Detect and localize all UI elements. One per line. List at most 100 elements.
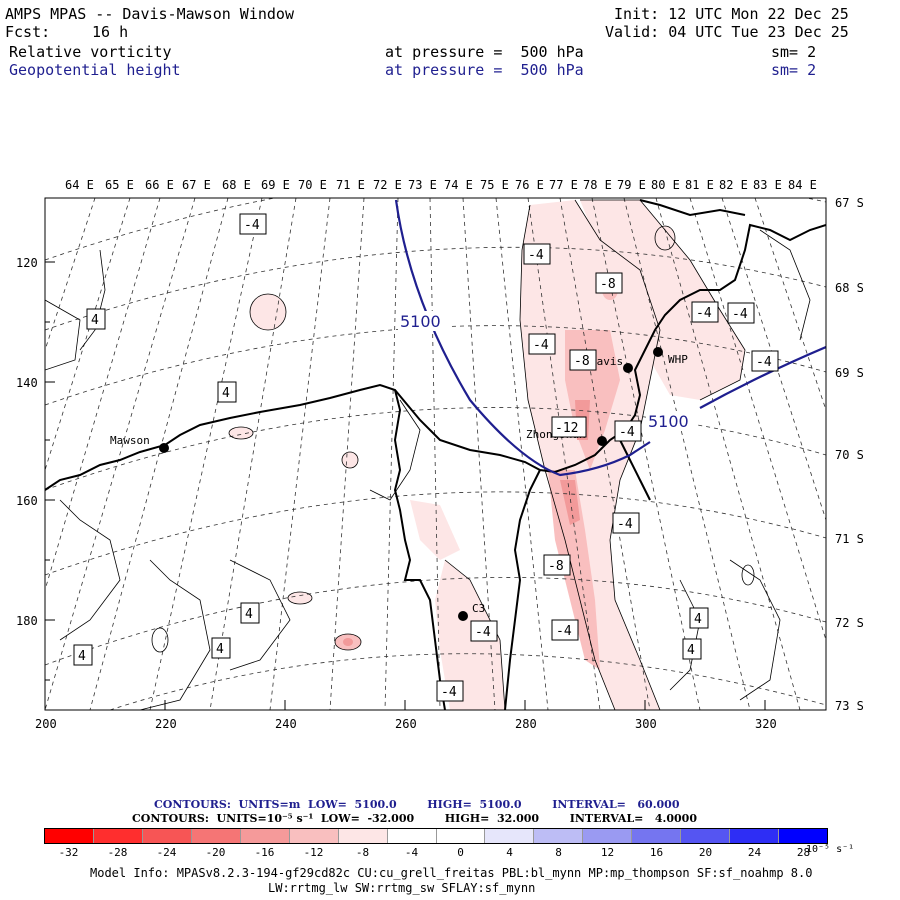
right-lat-labels: 67 S 68 S 69 S 70 S 71 S 72 S 73 S: [835, 196, 864, 713]
vort-label: 4: [86, 308, 106, 330]
station-mawson-label: Mawson: [110, 434, 150, 447]
colorbar-label: 4: [506, 846, 513, 859]
height-contours: [394, 199, 826, 477]
station-whp-marker: [653, 347, 663, 357]
svg-text:4: 4: [91, 313, 99, 328]
y-tick: 120: [16, 256, 38, 270]
x-tick: 260: [395, 717, 417, 731]
colorbar-swatch: [338, 829, 388, 843]
colorbar-label: -16: [254, 846, 275, 859]
map-frame: [44, 197, 827, 711]
lon-label: 77 E: [549, 178, 578, 192]
lon-label: 72 E: [373, 178, 402, 192]
colorbar-swatch: [142, 829, 192, 843]
svg-text:-4: -4: [619, 425, 635, 440]
svg-text:-4: -4: [617, 517, 633, 532]
colorbar-swatch: [289, 829, 339, 843]
colorbar-label: 24: [747, 846, 762, 859]
colorbar-swatch: [485, 829, 535, 843]
svg-text:-4: -4: [244, 218, 260, 233]
colorbar-label: -8: [355, 846, 370, 859]
height-contour-info: CONTOURS: UNITS=m LOW= 5100.0 HIGH= 5100…: [154, 798, 680, 811]
vorticity-labels: -4 -4 -8 -4 -4 -4 -8 -4 -12 -4 -4 -8 -4 …: [73, 213, 779, 702]
vort-label: 4: [211, 637, 231, 659]
colorbar-label: 8: [555, 846, 562, 859]
lon-label: 83 E: [753, 178, 782, 192]
lon-label: 66 E: [145, 178, 174, 192]
vort-label: -4: [614, 420, 642, 442]
vort-label: -12: [551, 416, 587, 438]
vort-label: -8: [543, 554, 571, 576]
x-tick: 200: [35, 717, 57, 731]
bottom-x-labels: 200 220 240 260 280 300 320: [35, 717, 777, 731]
lon-label: 69 E: [261, 178, 290, 192]
station-c3-marker: [458, 611, 468, 621]
vort-label: 4: [240, 602, 260, 624]
colorbar-label: -28: [107, 846, 128, 859]
colorbar-swatch: [534, 829, 584, 843]
colorbar-swatch: [632, 829, 682, 843]
model-info-line1: Model Info: MPASv8.2.3-194-gf29cd82c CU:…: [90, 866, 813, 880]
svg-text:-4: -4: [533, 338, 549, 353]
model-info-line2: LW:rrtmg_lw SW:rrtmg_sw SFLAY:sf_mynn: [268, 881, 536, 895]
lon-label: 68 E: [222, 178, 251, 192]
vort-label: -4: [528, 333, 556, 355]
svg-text:-8: -8: [574, 354, 590, 369]
lon-label: 71 E: [336, 178, 365, 192]
svg-text:-4: -4: [441, 685, 457, 700]
vort-label: -4: [691, 301, 719, 323]
svg-text:-4: -4: [696, 306, 712, 321]
svg-text:4: 4: [216, 642, 224, 657]
height-label-west: 5100: [400, 312, 441, 331]
colorbar-swatch: [93, 829, 143, 843]
field1-smoothing: sm= 2: [771, 43, 817, 61]
left-ticks: [45, 261, 55, 681]
colorbar-units: 10⁻⁵ s⁻¹: [806, 844, 855, 855]
valid-time: Valid: 04 UTC Tue 23 Dec 25: [605, 23, 849, 41]
vort-label: 4: [689, 607, 709, 629]
vort-label: -4: [239, 213, 267, 235]
station-c3-label: C3: [472, 602, 485, 615]
station-whp-label: WHP: [668, 353, 688, 366]
station-davis-label: Davis: [590, 355, 623, 368]
model-title: AMPS MPAS -- Davis-Mawson Window: [5, 5, 294, 23]
colorbar-swatch: [240, 829, 290, 843]
vort-label: -4: [470, 620, 498, 642]
colorbar-label: 16: [649, 846, 664, 859]
left-y-labels: 120 140 160 180: [16, 256, 38, 628]
vorticity-contour-info: CONTOURS: UNITS=10⁻⁵ s⁻¹ LOW= -32.000 HI…: [132, 812, 697, 825]
vort-label: -4: [727, 302, 755, 324]
field2-smoothing: sm= 2: [771, 61, 817, 79]
lon-label: 67 E: [182, 178, 211, 192]
graticule: [45, 198, 826, 710]
lon-label: 84 E: [788, 178, 817, 192]
field1-name: Relative vorticity: [9, 43, 172, 61]
lon-label: 82 E: [719, 178, 748, 192]
lon-label: 80 E: [651, 178, 680, 192]
y-tick: 140: [16, 376, 38, 390]
x-tick: 280: [515, 717, 537, 731]
lon-label: 79 E: [617, 178, 646, 192]
forecast-hour: 16 h: [92, 23, 129, 41]
colorbar-swatch: [387, 829, 437, 843]
colorbar-label: 12: [600, 846, 615, 859]
lon-label: 70 E: [298, 178, 327, 192]
lon-label: 65 E: [105, 178, 134, 192]
lon-label: 73 E: [408, 178, 437, 192]
vort-label: 4: [682, 638, 702, 660]
colorbar-label: 28: [796, 846, 811, 859]
vort-label: -8: [569, 349, 597, 371]
vort-label: -4: [436, 680, 464, 702]
svg-text:-4: -4: [756, 355, 772, 370]
svg-text:4: 4: [78, 649, 86, 664]
svg-text:-4: -4: [556, 624, 572, 639]
coastline: [45, 199, 826, 710]
y-tick: 160: [16, 494, 38, 508]
colorbar-labels: -32 -28 -24 -20 -16 -12 -8 -4 0 4 8 12 16 20 24 28: [0, 846, 900, 860]
vort-label: 4: [73, 644, 93, 666]
init-time: Init: 12 UTC Mon 22 Dec 25: [614, 5, 849, 23]
colorbar: [44, 828, 828, 844]
svg-text:4: 4: [245, 607, 253, 622]
svg-text:4: 4: [222, 386, 230, 401]
colorbar-swatch: [730, 829, 780, 843]
